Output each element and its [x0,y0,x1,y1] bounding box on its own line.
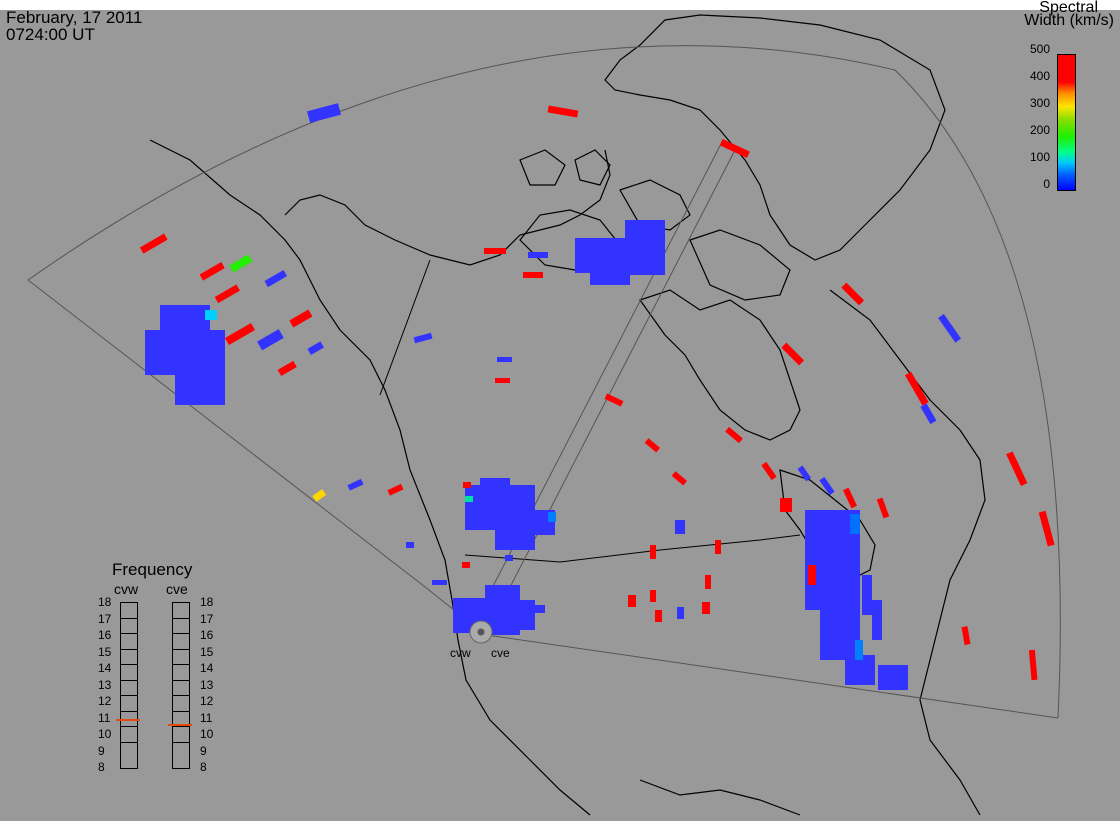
frequency-tick-cvw: 12 [98,694,112,708]
frequency-tick-cve: 16 [200,628,214,642]
frequency-tick-cve: 13 [200,677,214,692]
radar-echoes [139,103,1055,690]
time-label: 0724:00 UT [6,25,95,44]
frequency-tick-cve: 11 [200,710,213,725]
frequency-marker-cve [168,724,192,727]
colorbar-tick: 0 [1043,177,1050,191]
frequency-tick-cve: 15 [200,644,214,659]
frequency-tick-cvw: 8 [98,760,105,774]
date-label: February, 17 2011 [6,8,143,27]
station-label-cve: cve [166,581,188,597]
coastline [149,14,986,816]
colorbar-title-line2: Width (km/s) [1024,12,1114,29]
frequency-tick-cvw: 10 [98,727,112,741]
frequency-tick-cve: 14 [200,661,214,675]
colorbar-tick: 200 [1029,123,1050,137]
frequency-scale-cvw [120,602,138,769]
colorbar-title-line1: Spectral [1039,0,1098,16]
frequency-tick-cvw: 9 [98,743,105,758]
frequency-tick-cve: 17 [200,611,214,626]
colorbar-tick: 500 [1029,42,1050,56]
colorbar-tick: 400 [1029,69,1050,83]
frequency-tick-cve: 10 [200,727,214,741]
frequency-marker-cvw [116,719,140,722]
station-label-cvw: cvw [114,581,139,597]
frequency-tick-cvw: 18 [98,595,112,609]
frequency-tick-cvw: 13 [98,677,112,692]
colorbar-tick: 100 [1029,150,1050,164]
radar-site-label-cve: cve [491,646,510,660]
top-strip [0,0,1120,10]
colorbar-tick: 300 [1029,96,1050,110]
radar-site-marker [469,620,493,644]
frequency-tick-cvw: 16 [98,628,112,642]
frequency-tick-cvw: 15 [98,644,112,659]
borders [379,259,801,563]
frequency-tick-cve: 8 [200,760,207,774]
frequency-tick-cve: 9 [200,743,207,758]
frequency-tick-cvw: 14 [98,661,112,675]
frequency-panel-title: Frequency [112,560,193,579]
frequency-tick-cve: 18 [200,595,214,609]
spectral-width-colorbar [1057,54,1076,191]
frequency-tick-cvw: 17 [98,611,112,626]
frequency-scale-cve [172,602,190,769]
radar-site-label-cvw: cvw [450,646,471,660]
frequency-tick-cvw: 11 [98,710,111,725]
frequency-tick-cve: 12 [200,694,214,708]
